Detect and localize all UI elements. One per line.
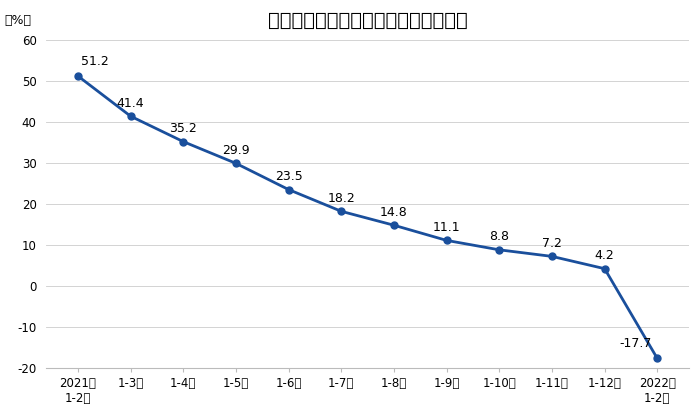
Text: 29.9: 29.9 <box>222 144 250 157</box>
Text: 8.8: 8.8 <box>489 230 510 243</box>
Text: 23.5: 23.5 <box>275 170 302 183</box>
Text: 14.8: 14.8 <box>380 206 408 218</box>
Text: 7.2: 7.2 <box>542 237 562 250</box>
Text: 11.1: 11.1 <box>433 220 461 234</box>
Text: 18.2: 18.2 <box>328 192 355 205</box>
Text: -17.7: -17.7 <box>620 337 652 350</box>
Text: 51.2: 51.2 <box>80 55 108 68</box>
Title: 全国房地产开发企业本年到位资金增速: 全国房地产开发企业本年到位资金增速 <box>268 11 468 30</box>
Text: （%）: （%） <box>5 14 32 27</box>
Text: 41.4: 41.4 <box>117 97 144 109</box>
Text: 4.2: 4.2 <box>595 249 615 262</box>
Text: 35.2: 35.2 <box>169 122 197 135</box>
